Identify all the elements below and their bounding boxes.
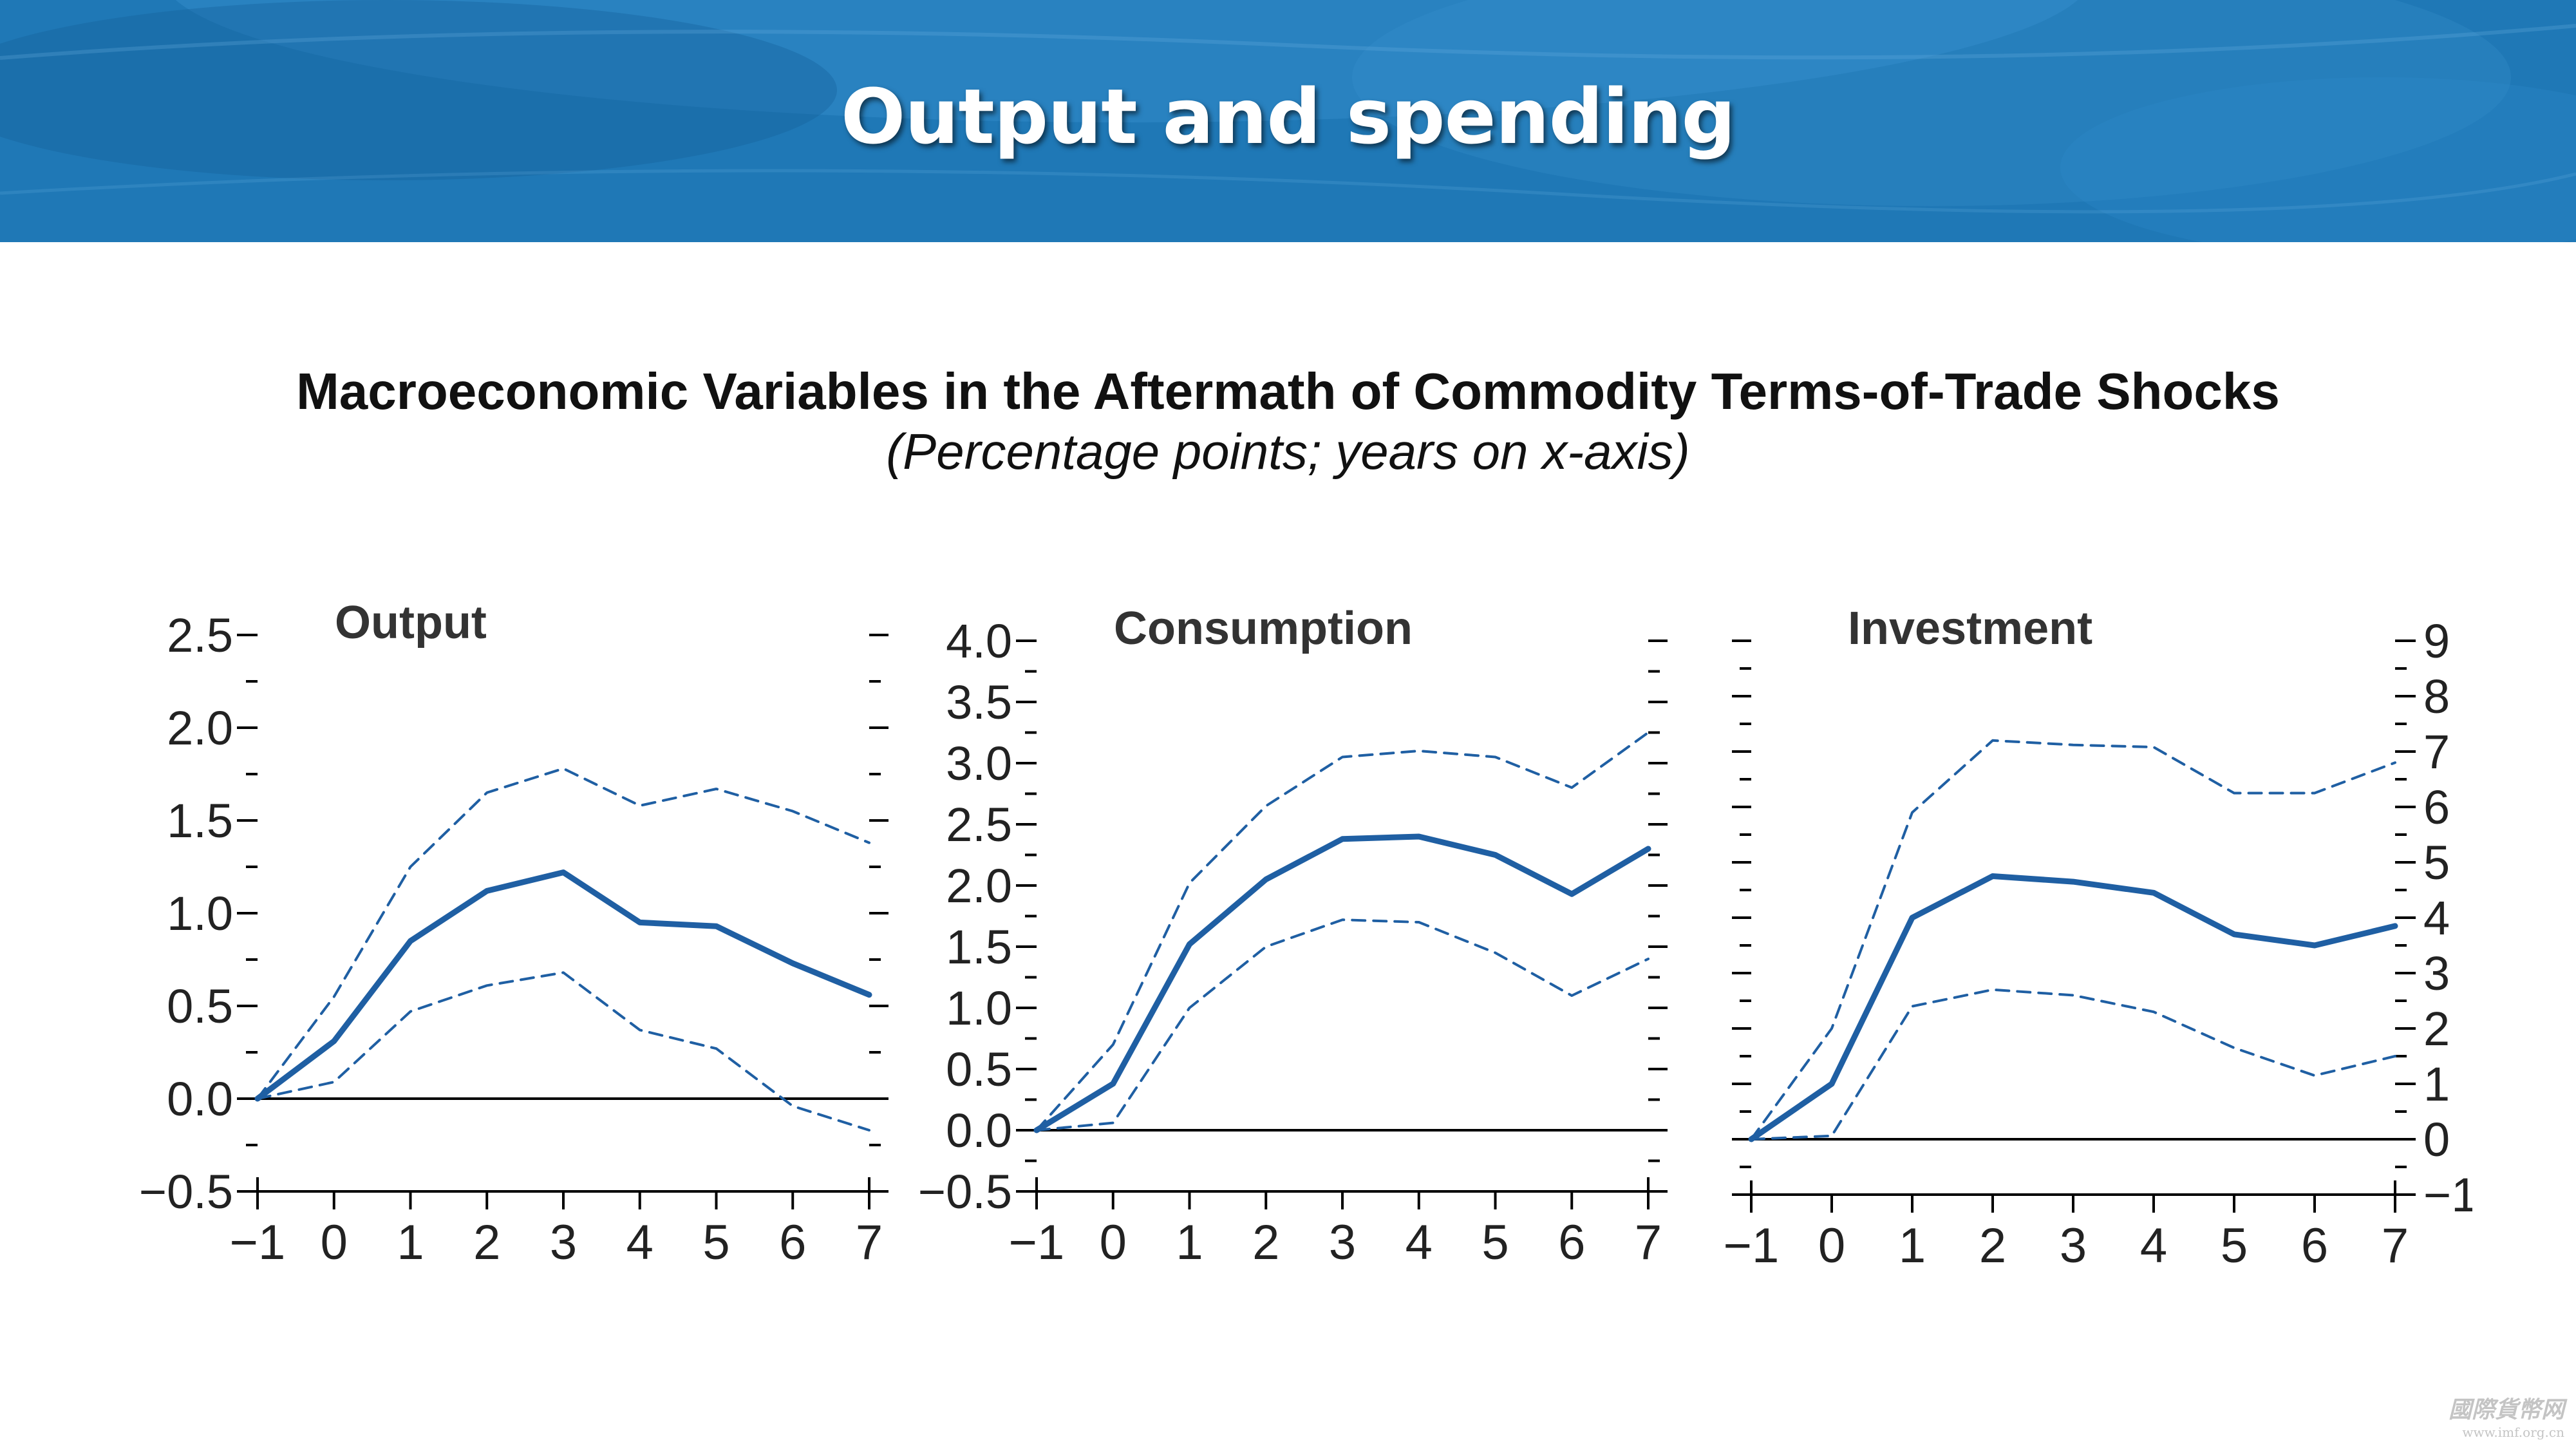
x-tick-label: 2 [473, 1215, 500, 1270]
panel-title: Output [335, 597, 487, 649]
x-tick-label: 2 [1979, 1218, 2006, 1273]
y-tick-label: −0.5 [918, 1165, 1012, 1218]
x-tick-label: −1 [1724, 1218, 1780, 1273]
lower-band-line [1035, 918, 1650, 1132]
x-tick-label: 7 [2382, 1218, 2409, 1273]
output-chart-panel: −1 0 1 2 3 4 5 6 7 −0.5 0.0 0.5 1.0 1.5 2.0 2.5 Output [116, 580, 888, 1288]
estimate-line [254, 869, 872, 1102]
y-tick-label: 1.5 [167, 794, 233, 848]
lower-band-line [1750, 988, 2396, 1141]
y-tick-label: 0 [2423, 1113, 2450, 1166]
y-tick-label: 0.5 [167, 980, 233, 1033]
slide-title: Output and spending [841, 72, 1736, 161]
x-tick-label: 3 [2060, 1218, 2087, 1273]
x-tick-label: 4 [626, 1215, 653, 1270]
y-tick-label: 0.0 [946, 1104, 1012, 1157]
x-tick-label: 6 [779, 1215, 806, 1270]
upper-band-line [1035, 731, 1650, 1132]
y-tick-label: 7 [2423, 725, 2450, 779]
watermark: 國際貨幣网 www.imf.org.cn [2449, 1391, 2564, 1440]
banner-texture [0, 0, 2576, 242]
x-tick-label: 0 [1818, 1218, 1845, 1273]
consumption-chart: −1 0 1 2 3 4 5 6 7 −0.5 0.0 0.5 1.0 1.5 2.0 2.5 3.0 3.5 4.… [918, 603, 1668, 1270]
y-tick-label: 6 [2423, 781, 2450, 834]
x-tick-label: 1 [1899, 1218, 1926, 1273]
x-tick-label: 7 [1635, 1215, 1662, 1270]
figure-subtitle: (Percentage points; years on x-axis) [886, 423, 1690, 480]
estimate-line [1748, 873, 2398, 1142]
x-tick-label: 3 [1329, 1215, 1356, 1270]
figure-title: Macroeconomic Variables in the Aftermath… [296, 363, 2280, 420]
header-banner: Output and spending [0, 0, 2576, 242]
x-tick-label: 6 [2301, 1218, 2328, 1273]
panel-title: Consumption [1114, 603, 1413, 654]
y-tick-label: 3.5 [946, 676, 1012, 729]
x-tick-label: −1 [230, 1215, 286, 1270]
x-tick-label: 1 [397, 1215, 424, 1270]
y-tick-label: −0.5 [139, 1165, 233, 1218]
y-tick-label: 0.5 [946, 1043, 1012, 1096]
watermark-url: www.imf.org.cn [2462, 1425, 2564, 1440]
x-tick-label: 7 [856, 1215, 883, 1270]
upper-band-line [1750, 739, 2396, 1141]
y-tick-label: 2 [2423, 1002, 2450, 1056]
consumption-chart-panel: −1 0 1 2 3 4 5 6 7 −0.5 0.0 0.5 1.0 1.5 2.0 2.5 3.0 3.5 4.… [895, 580, 1668, 1288]
y-tick-label: 2.0 [946, 859, 1012, 913]
x-tick-label: 1 [1176, 1215, 1203, 1270]
y-tick-label: 8 [2423, 670, 2450, 723]
x-tick-label: 3 [550, 1215, 577, 1270]
estimate-line [1033, 833, 1651, 1133]
x-tick-label: 6 [1558, 1215, 1585, 1270]
y-tick-label: 5 [2423, 836, 2450, 889]
y-tick-label: 3 [2423, 947, 2450, 1000]
x-tick-label: 5 [1481, 1215, 1509, 1270]
y-tick-label: 1.0 [946, 981, 1012, 1035]
lower-band-line [256, 971, 870, 1132]
y-tick-label: 1.5 [946, 920, 1012, 974]
y-tick-label: 1.0 [167, 887, 233, 940]
y-tick-label: 4.0 [946, 614, 1012, 668]
x-tick-label: 0 [1100, 1215, 1127, 1270]
x-tick-label: 5 [2221, 1218, 2248, 1273]
x-tick-label: 0 [321, 1215, 348, 1270]
y-tick-label: 3.0 [946, 737, 1012, 790]
investment-chart-panel: −1 0 1 2 3 4 5 6 7 −1 0 1 2 3 4 5 6 7 8 9 Investment [1700, 580, 2472, 1288]
y-tick-label: 9 [2423, 614, 2450, 668]
watermark-logo-text: 國際貨幣网 [2448, 1396, 2564, 1423]
upper-band-line [256, 767, 870, 1100]
y-tick-label: 2.5 [167, 609, 233, 662]
x-tick-label: 4 [1406, 1215, 1433, 1270]
panel-title: Investment [1848, 603, 2092, 654]
x-tick-label: −1 [1009, 1215, 1065, 1270]
y-tick-label: 4 [2423, 891, 2450, 945]
x-tick-label: 5 [702, 1215, 729, 1270]
y-tick-label: 0.0 [167, 1072, 233, 1126]
y-tick-label: 2.0 [167, 701, 233, 755]
y-tick-label: −1 [2423, 1168, 2472, 1222]
x-tick-label: 4 [2140, 1218, 2167, 1273]
y-tick-label: 2.5 [946, 798, 1012, 851]
x-tick-label: 2 [1252, 1215, 1279, 1270]
y-tick-label: 1 [2423, 1057, 2450, 1111]
output-chart: −1 0 1 2 3 4 5 6 7 −0.5 0.0 0.5 1.0 1.5 2.0 2.5 Output [139, 597, 888, 1270]
